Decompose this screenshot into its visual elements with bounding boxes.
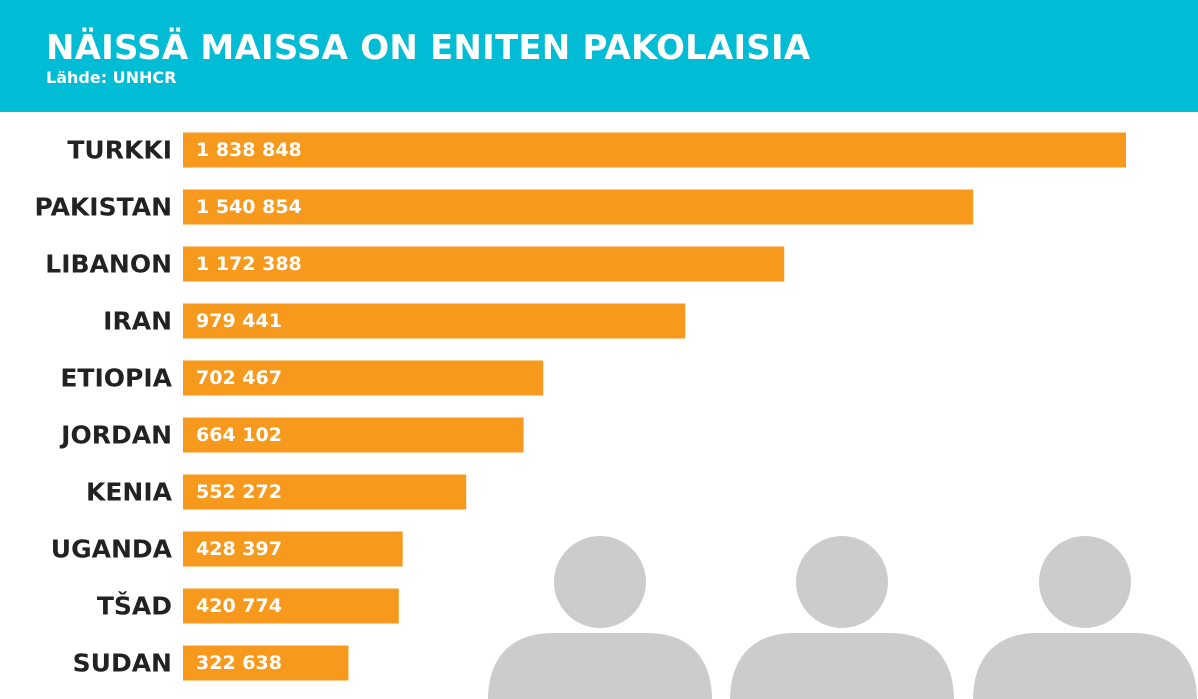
- category-label: PAKISTAN: [35, 193, 172, 222]
- category-label: LIBANON: [45, 250, 172, 279]
- category-label: ETIOPIA: [60, 364, 172, 393]
- value-label: 552 272: [196, 481, 282, 503]
- value-label: 702 467: [196, 367, 282, 389]
- bar: [183, 645, 349, 681]
- category-label: SUDAN: [73, 649, 172, 678]
- bar: [183, 588, 399, 624]
- category-label: KENIA: [86, 478, 173, 507]
- category-label: IRAN: [103, 307, 172, 336]
- category-label: TŠAD: [97, 591, 172, 621]
- category-label: JORDAN: [59, 421, 172, 450]
- people-silhouette-icon: [730, 536, 954, 699]
- people-silhouette-icon: [973, 536, 1197, 699]
- header-banner: NÄISSÄ MAISSA ON ENITEN PAKOLAISIA Lähde…: [0, 0, 1198, 112]
- value-label: 420 774: [196, 595, 282, 617]
- silhouette-body: [488, 633, 712, 699]
- value-label: 322 638: [196, 652, 282, 674]
- people-silhouettes: [488, 536, 1197, 699]
- bar: [183, 474, 467, 510]
- category-label: TURKKI: [67, 136, 172, 165]
- value-label: 1 540 854: [196, 196, 302, 218]
- silhouette-head: [796, 536, 888, 628]
- bar: [183, 189, 974, 225]
- category-label: UGANDA: [51, 535, 173, 564]
- value-label: 1 172 388: [196, 253, 302, 275]
- bar-chart: TURKKI 1 838 848 PAKISTAN 1 540 854 LIBANON 1…: [35, 132, 1197, 699]
- chart-source: Lähde: UNHCR: [46, 68, 177, 87]
- value-label: 428 397: [196, 538, 282, 560]
- bar: [183, 303, 686, 339]
- people-silhouette-icon: [488, 536, 712, 699]
- bar: [183, 132, 1126, 168]
- bars-group: TURKKI 1 838 848 PAKISTAN 1 540 854 LIBANON 1…: [35, 132, 1126, 681]
- bar: [183, 417, 524, 453]
- chart-title: NÄISSÄ MAISSA ON ENITEN PAKOLAISIA: [46, 28, 811, 68]
- bar: [183, 531, 403, 567]
- silhouette-head: [1039, 536, 1131, 628]
- value-label: 664 102: [196, 424, 282, 446]
- silhouette-body: [973, 633, 1197, 699]
- value-label: 1 838 848: [196, 139, 302, 161]
- bar: [183, 360, 544, 396]
- silhouette-head: [554, 536, 646, 628]
- bar: [183, 246, 785, 282]
- silhouette-body: [730, 633, 954, 699]
- value-label: 979 441: [196, 310, 282, 332]
